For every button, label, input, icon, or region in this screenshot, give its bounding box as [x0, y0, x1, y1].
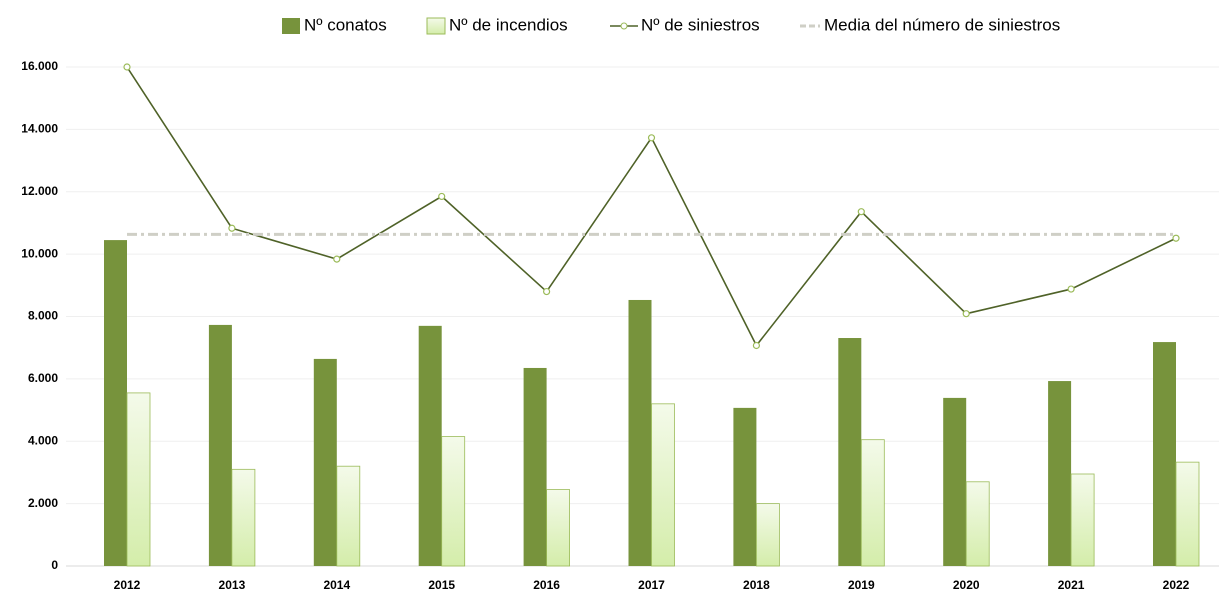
line-marker [123, 63, 131, 71]
bar [1175, 461, 1200, 567]
bar [1070, 473, 1095, 567]
x-tick-label: 2022 [1163, 578, 1190, 592]
bar [441, 436, 466, 567]
line-marker [333, 255, 341, 263]
legend-swatch [282, 18, 300, 34]
line-marker [1172, 234, 1180, 242]
bar [651, 403, 675, 567]
bar [313, 358, 337, 566]
y-tick-label: 8.000 [28, 309, 58, 323]
bar [546, 489, 570, 567]
bar [336, 465, 361, 567]
line-marker [962, 310, 970, 318]
bar [965, 481, 990, 567]
bar [208, 324, 232, 566]
bar [1048, 381, 1072, 566]
bar [756, 503, 780, 567]
bar [231, 468, 256, 567]
x-tick-label: 2017 [638, 578, 665, 592]
legend-swatch [426, 17, 446, 35]
bar [628, 299, 652, 566]
legend-label: Nº de siniestros [641, 15, 760, 34]
y-tick-label: 10.000 [21, 246, 58, 260]
bar [418, 325, 442, 566]
bar [943, 397, 967, 566]
x-tick-label: 2020 [953, 578, 980, 592]
line-marker [228, 224, 236, 232]
x-tick-label: 2019 [848, 578, 875, 592]
bar [860, 439, 885, 567]
bar [523, 367, 547, 566]
bar [104, 240, 127, 566]
bar [1153, 342, 1176, 566]
y-tick-label: 6.000 [28, 371, 58, 385]
x-tick-label: 2013 [219, 578, 246, 592]
y-tick-label: 12.000 [21, 184, 58, 198]
x-tick-label: 2012 [114, 578, 141, 592]
line-marker [857, 208, 865, 216]
y-tick-label: 2.000 [28, 496, 58, 510]
line-marker [752, 341, 761, 350]
legend-marker [620, 22, 628, 30]
line-marker [647, 134, 656, 142]
line-marker [542, 287, 551, 296]
bar [838, 338, 862, 566]
line-marker [438, 192, 446, 201]
x-tick-label: 2018 [743, 578, 770, 592]
legend-label: Nº conatos [304, 15, 387, 34]
y-tick-label: 14.000 [21, 122, 58, 136]
line-marker [1067, 285, 1075, 293]
x-tick-label: 2016 [533, 578, 560, 592]
y-tick-label: 0 [51, 558, 58, 572]
legend-label: Nº de incendios [449, 15, 568, 34]
bar [733, 407, 757, 566]
legend-label: Media del número de siniestros [824, 15, 1060, 34]
x-tick-label: 2014 [323, 578, 350, 592]
x-tick-label: 2021 [1058, 578, 1085, 592]
bar [126, 392, 151, 567]
x-tick-label: 2015 [428, 578, 455, 592]
y-tick-label: 16.000 [21, 59, 58, 73]
y-tick-label: 4.000 [28, 433, 58, 447]
